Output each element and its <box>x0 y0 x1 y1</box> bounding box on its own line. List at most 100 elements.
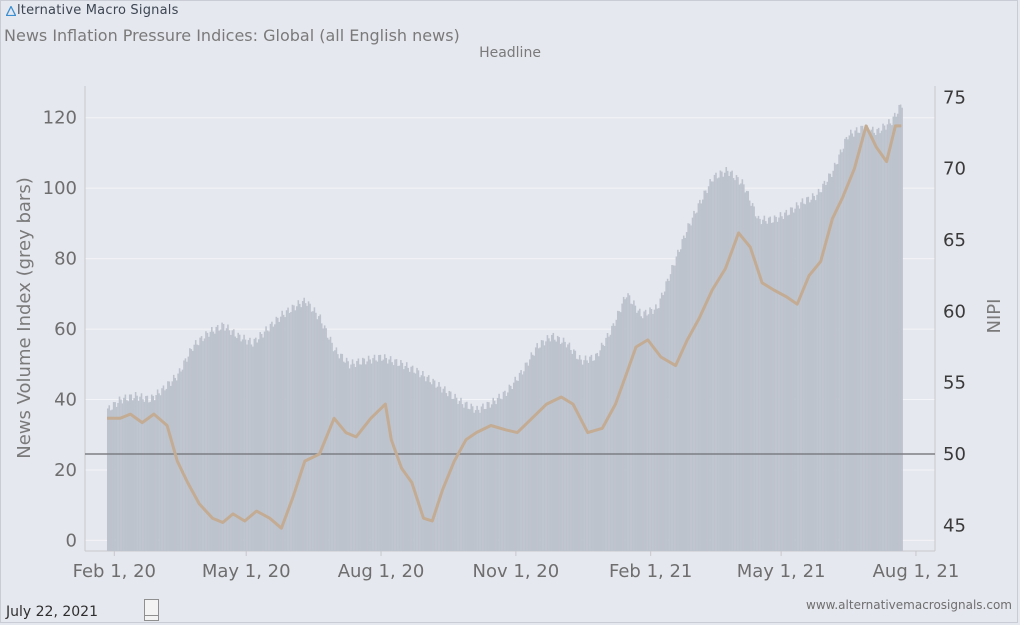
volume-bar <box>565 347 568 551</box>
volume-bar <box>602 344 604 551</box>
volume-bar <box>208 336 210 551</box>
volume-bar <box>808 202 811 551</box>
volume-bar <box>425 381 427 551</box>
volume-bar <box>542 340 544 551</box>
volume-bar <box>403 369 405 551</box>
volume-bar <box>400 360 402 551</box>
volume-bar <box>120 399 122 551</box>
volume-bar <box>822 183 824 552</box>
volume-bar <box>146 395 149 551</box>
volume-bar <box>118 396 121 551</box>
volume-bar <box>677 249 679 551</box>
volume-bar <box>347 361 349 551</box>
volume-bar <box>857 132 859 551</box>
volume-bar <box>490 404 493 551</box>
volume-bar <box>520 370 522 551</box>
brand-name: lternative Macro Signals <box>17 3 179 18</box>
volume-bar <box>131 400 134 551</box>
volume-bar <box>534 347 537 551</box>
volume-bar <box>691 217 694 552</box>
volume-bar <box>706 193 708 551</box>
volume-bar <box>536 343 538 551</box>
volume-bar <box>193 344 196 551</box>
volume-bar <box>723 172 726 551</box>
volume-bar <box>250 344 253 551</box>
volume-bar <box>825 185 827 552</box>
volume-bar <box>228 330 231 551</box>
volume-bar <box>392 365 395 551</box>
volume-bar <box>747 191 750 551</box>
volume-bar <box>348 368 351 551</box>
volume-bar <box>795 202 798 551</box>
volume-bar <box>709 179 711 551</box>
volume-bar <box>213 333 216 551</box>
volume-bar <box>429 382 431 551</box>
volume-bar <box>712 181 714 552</box>
volume-bar <box>172 374 175 551</box>
volume-bar <box>734 180 736 551</box>
volume-bar <box>756 218 758 551</box>
volume-bar <box>260 333 263 551</box>
volume-bar <box>460 397 462 551</box>
volume-bar <box>829 173 832 551</box>
volume-bar <box>285 310 288 551</box>
volume-bar <box>442 388 445 551</box>
volume-bar <box>262 337 264 551</box>
volume-bar <box>505 395 508 551</box>
volume-bar <box>121 403 124 551</box>
volume-bar <box>149 401 152 551</box>
date-slider-handle[interactable] <box>144 599 159 621</box>
volume-bar <box>596 352 599 551</box>
volume-bar <box>171 381 174 551</box>
volume-bar <box>735 175 738 551</box>
volume-bar <box>498 393 500 551</box>
volume-bar <box>600 342 603 551</box>
volume-bar <box>744 192 747 551</box>
volume-bar <box>164 390 166 551</box>
volume-bar <box>855 127 858 552</box>
volume-bar <box>841 152 843 551</box>
volume-bar <box>769 216 771 552</box>
volume-bar <box>838 154 840 552</box>
volume-bar <box>845 136 848 552</box>
volume-bar <box>760 224 763 551</box>
volume-bar <box>687 223 689 551</box>
volume-bar <box>427 375 430 551</box>
volume-bar <box>496 397 499 551</box>
volume-bar <box>502 391 505 551</box>
volume-bar <box>375 360 377 551</box>
volume-bar <box>543 345 546 551</box>
volume-bar <box>716 178 719 551</box>
volume-bar <box>578 355 581 551</box>
volume-bar <box>832 170 835 552</box>
volume-bar <box>276 317 279 551</box>
volume-bar <box>413 372 415 551</box>
volume-bar <box>307 301 310 551</box>
volume-bar <box>275 316 278 551</box>
date-stamp: July 22, 2021 <box>6 604 98 620</box>
volume-bar <box>842 148 845 551</box>
volume-bar <box>350 364 352 551</box>
volume-bar <box>310 311 313 551</box>
volume-bar <box>454 393 456 551</box>
volume-bar <box>531 354 534 551</box>
volume-bar <box>775 216 777 551</box>
volume-bar <box>237 332 240 551</box>
volume-bar <box>134 391 137 551</box>
volume-bar <box>474 410 477 551</box>
volume-bar <box>847 139 849 551</box>
volume-bar <box>551 334 553 551</box>
volume-bar <box>785 209 788 551</box>
volume-bar <box>738 184 741 552</box>
volume-bar <box>782 219 785 552</box>
volume-bar <box>901 107 903 551</box>
volume-bar <box>527 365 530 551</box>
volume-bar <box>342 361 345 551</box>
left-axis-title: News Volume Index (grey bars) <box>14 177 35 458</box>
volume-bar <box>366 361 368 551</box>
right-axis-title: NIPI <box>984 299 1005 334</box>
volume-bar <box>328 339 330 551</box>
volume-bar <box>864 130 867 551</box>
volume-bar <box>699 199 701 552</box>
